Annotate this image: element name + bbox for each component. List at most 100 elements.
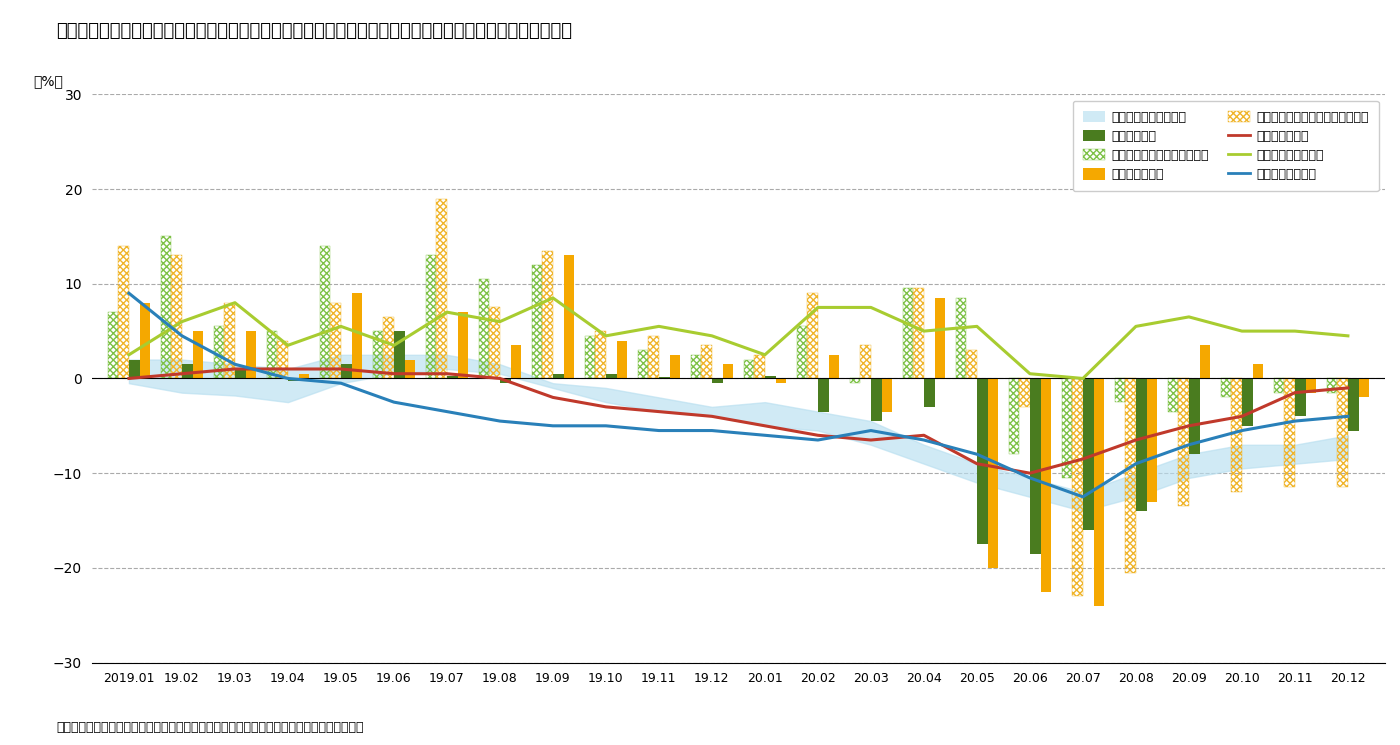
Bar: [1093, 378, 1105, 606]
Bar: [913, 288, 924, 378]
Bar: [743, 360, 755, 378]
Bar: [1061, 378, 1072, 478]
Bar: [690, 355, 701, 378]
Bar: [871, 378, 882, 421]
Bar: [669, 355, 680, 378]
Bar: [1009, 378, 1019, 454]
Bar: [882, 378, 892, 411]
Bar: [458, 312, 468, 378]
Bar: [1327, 378, 1337, 393]
Bar: [1295, 378, 1306, 416]
Bar: [966, 350, 977, 378]
Bar: [1348, 378, 1358, 431]
Bar: [977, 378, 987, 544]
Bar: [140, 302, 150, 378]
Bar: [564, 256, 574, 378]
Bar: [1242, 378, 1253, 426]
Bar: [1114, 378, 1126, 402]
Bar: [1306, 378, 1316, 393]
Bar: [1168, 378, 1179, 411]
Bar: [616, 340, 627, 378]
Bar: [214, 326, 224, 378]
Bar: [330, 302, 342, 378]
Bar: [701, 346, 713, 378]
Bar: [245, 331, 256, 378]
Bar: [393, 331, 405, 378]
Bar: [585, 336, 595, 378]
Bar: [1019, 378, 1030, 407]
Bar: [342, 364, 351, 378]
Bar: [384, 317, 393, 378]
Bar: [542, 250, 553, 378]
Bar: [426, 256, 437, 378]
Bar: [182, 364, 193, 378]
Bar: [479, 279, 490, 378]
Text: 資料：農林水産省「木材統計調査」、「木材価格統計調査」、国土交通省「住宅着工統計」: 資料：農林水産省「木材統計調査」、「木材価格統計調査」、国土交通省「住宅着工統計…: [56, 721, 364, 734]
Bar: [277, 340, 288, 378]
Bar: [1040, 378, 1051, 592]
Bar: [1221, 378, 1232, 397]
Bar: [829, 355, 839, 378]
Bar: [595, 331, 606, 378]
Text: （%）: （%）: [34, 74, 63, 89]
Bar: [764, 375, 776, 378]
Bar: [511, 346, 521, 378]
Bar: [405, 360, 416, 378]
Bar: [437, 198, 447, 378]
Legend: 新設木造住宅着工戸数, 製材品出荷量, 製材用素材入荷量（国産材）, 普通合板出荷量, 単板製造用素材入荷量（国産材）, スギ中丸太価格, カラマツ中丸太価格,: 新設木造住宅着工戸数, 製材品出荷量, 製材用素材入荷量（国産材）, 普通合板出…: [1072, 101, 1379, 191]
Bar: [171, 256, 182, 378]
Bar: [1284, 378, 1295, 487]
Bar: [648, 336, 659, 378]
Bar: [351, 294, 363, 378]
Bar: [1072, 378, 1084, 596]
Bar: [532, 264, 542, 378]
Bar: [956, 298, 966, 378]
Bar: [1147, 378, 1158, 501]
Bar: [1253, 364, 1263, 378]
Bar: [713, 378, 722, 383]
Bar: [193, 331, 203, 378]
Bar: [776, 378, 787, 383]
Bar: [797, 326, 808, 378]
Bar: [298, 374, 309, 378]
Bar: [553, 374, 564, 378]
Bar: [659, 376, 669, 378]
Bar: [1337, 378, 1348, 487]
Bar: [1084, 378, 1093, 530]
Bar: [267, 331, 277, 378]
Text: 新設木造住宅着工戸数、製材・合板工場における素材入荷量・製品出荷量、素材価格の推移（前年同月比）: 新設木造住宅着工戸数、製材・合板工場における素材入荷量・製品出荷量、素材価格の推…: [56, 22, 573, 40]
Bar: [722, 364, 734, 378]
Bar: [1200, 346, 1210, 378]
Bar: [1126, 378, 1135, 573]
Bar: [935, 298, 945, 378]
Bar: [1030, 378, 1040, 554]
Bar: [861, 346, 871, 378]
Bar: [490, 308, 500, 378]
Bar: [235, 369, 245, 378]
Bar: [1189, 378, 1200, 454]
Bar: [108, 312, 119, 378]
Bar: [1135, 378, 1147, 511]
Bar: [447, 375, 458, 378]
Bar: [319, 246, 330, 378]
Bar: [987, 378, 998, 568]
Bar: [500, 378, 511, 383]
Bar: [372, 331, 384, 378]
Bar: [850, 378, 861, 383]
Bar: [1232, 378, 1242, 492]
Bar: [1358, 378, 1369, 397]
Bar: [638, 350, 648, 378]
Bar: [606, 374, 616, 378]
Bar: [808, 294, 818, 378]
Bar: [755, 355, 764, 378]
Bar: [924, 378, 935, 407]
Bar: [119, 246, 129, 378]
Bar: [818, 378, 829, 411]
Bar: [1179, 378, 1189, 507]
Bar: [224, 302, 235, 378]
Bar: [129, 360, 140, 378]
Bar: [1274, 378, 1284, 393]
Bar: [903, 288, 913, 378]
Bar: [288, 378, 298, 381]
Bar: [161, 236, 171, 378]
